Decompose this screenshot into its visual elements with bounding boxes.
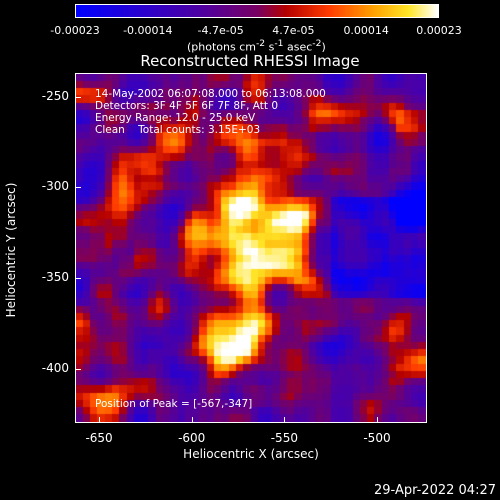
colorbar-units: (photons cm-2 s-1 asec-2): [187, 38, 326, 54]
x-tick-label: -550: [270, 431, 298, 445]
x-tick-mark: [191, 417, 193, 423]
annotation-detectors: Detectors: 3F 4F 5F 6F 7F 8F, Att 0: [95, 100, 279, 112]
x-tick-mark: [284, 417, 286, 423]
y-tick-label: -250: [41, 88, 69, 103]
x-tick-label: -650: [85, 431, 113, 445]
colorbar-tick-label: 0.00023: [416, 24, 462, 37]
colorbar-tick-label: -0.00023: [50, 24, 100, 37]
y-axis-label: Heliocentric Y (arcsec): [4, 182, 18, 318]
colorbar-tick-label: 4.7e-05: [272, 24, 315, 37]
colorbar: [75, 4, 439, 18]
annotation-counts: Clean Total counts: 3.15E+03: [95, 124, 261, 136]
y-tick-label: -350: [41, 269, 69, 284]
rhessi-image-plot: [75, 73, 427, 423]
x-tick-mark: [99, 417, 101, 423]
plot-title: Reconstructed RHESSI Image: [140, 52, 360, 70]
x-axis-label: Heliocentric X (arcsec): [183, 447, 319, 461]
colorbar-tick-label: -0.00014: [123, 24, 173, 37]
y-tick-mark: [75, 277, 81, 279]
y-tick-mark: [75, 368, 81, 370]
y-tick-mark: [75, 96, 81, 98]
x-tick-label: -500: [363, 431, 391, 445]
y-tick-label: -300: [41, 179, 69, 194]
x-tick-mark: [376, 417, 378, 423]
y-tick-mark: [75, 187, 81, 189]
annotation-energy-range: Energy Range: 12.0 - 25.0 keV: [95, 112, 256, 124]
footer-date: 29-Apr-2022 04:27: [374, 483, 496, 498]
annotation-time-range: 14-May-2002 06:07:08.000 to 06:13:08.000: [95, 88, 326, 100]
y-tick-label: -400: [41, 360, 69, 375]
colorbar-tick-label: -4.7e-05: [197, 24, 244, 37]
x-tick-label: -600: [178, 431, 206, 445]
annotation-peak-position: Position of Peak = [-567,-347]: [95, 398, 253, 410]
colorbar-tick-label: 0.00014: [343, 24, 389, 37]
